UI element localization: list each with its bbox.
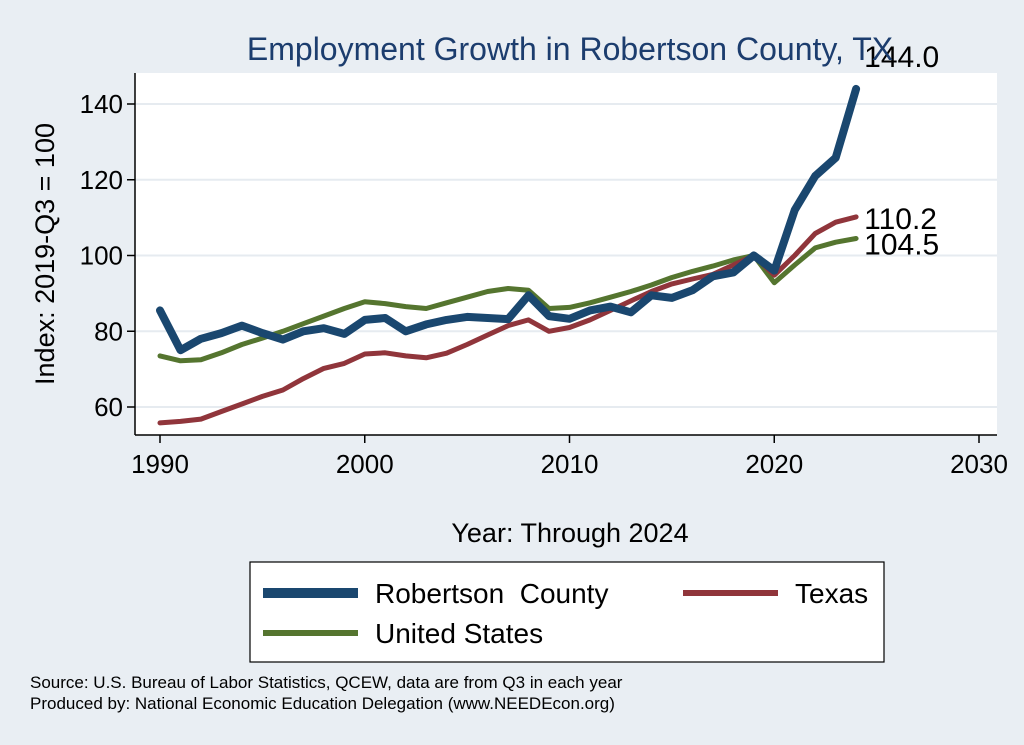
- x-tick-label-1990: 1990: [131, 449, 189, 479]
- x-tick-label-2010: 2010: [541, 449, 599, 479]
- y-tick-label-120: 120: [80, 165, 123, 195]
- producer-note: Produced by: National Economic Education…: [30, 694, 615, 713]
- y-tick-label-100: 100: [80, 241, 123, 271]
- legend-label-united-states: United States: [375, 618, 543, 649]
- legend: Robertson County Texas United States: [249, 561, 885, 663]
- y-axis-title: Index: 2019-Q3 = 100: [30, 123, 60, 385]
- legend-label-texas: Texas: [795, 578, 868, 609]
- source-note: Source: U.S. Bureau of Labor Statistics,…: [30, 673, 623, 692]
- axes: 60 80 100 120 140 1990 2000 2010 2020 2030: [80, 73, 1008, 479]
- legend-box: [249, 561, 885, 663]
- legend-label-robertson-county: Robertson County: [375, 578, 608, 609]
- plot-area: [135, 73, 997, 435]
- y-tick-label-140: 140: [80, 89, 123, 119]
- end-label-texas: 110.2: [864, 203, 937, 236]
- x-tick-label-2000: 2000: [336, 449, 394, 479]
- end-label-united-states: 104.5: [864, 228, 939, 261]
- x-tick-label-2020: 2020: [745, 449, 803, 479]
- y-tick-label-60: 60: [94, 392, 123, 422]
- end-label-robertson-county: 144.0: [864, 41, 939, 74]
- chart-title: Employment Growth in Robertson County, T…: [247, 31, 893, 67]
- y-tick-label-80: 80: [94, 316, 123, 346]
- series-line-robertson-county: [156, 84, 861, 355]
- x-tick-label-2030: 2030: [950, 449, 1008, 479]
- x-axis-title: Year: Through 2024: [451, 518, 688, 548]
- series-lines: [156, 84, 861, 426]
